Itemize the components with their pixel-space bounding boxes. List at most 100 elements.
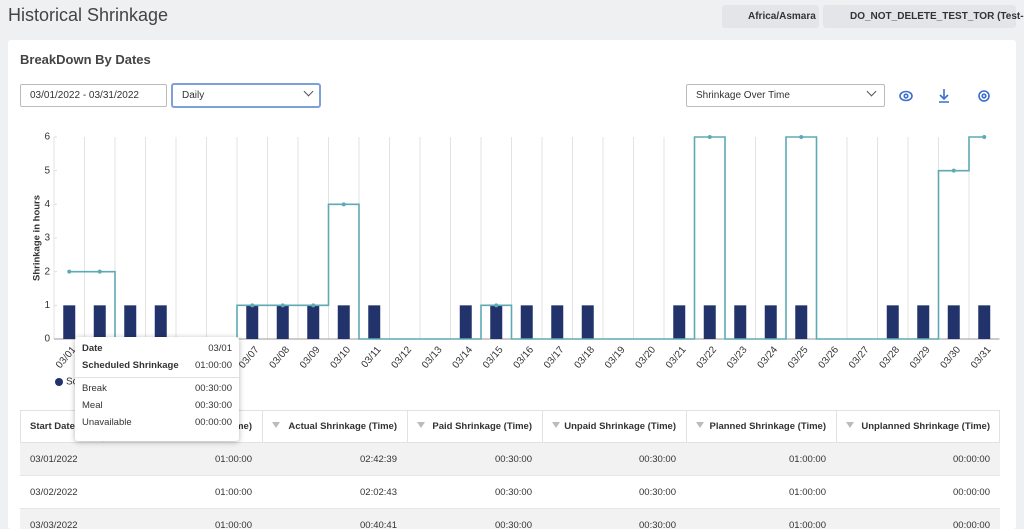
x-tick-label: 03/13	[420, 344, 445, 371]
bar	[368, 305, 381, 339]
bar	[63, 305, 76, 339]
table-cell: 03/01/2022	[30, 454, 78, 465]
legend-swatch	[55, 378, 63, 386]
column-header[interactable]: Paid Shrinkage (Time)	[432, 421, 532, 432]
table-cell: 00:30:00	[495, 487, 532, 498]
bar	[886, 305, 899, 339]
x-tick-label: 03/16	[512, 344, 537, 371]
x-tick-label: 03/23	[725, 344, 750, 371]
x-tick-label: 03/17	[542, 344, 567, 371]
line-marker	[982, 135, 987, 139]
view-select[interactable]: Shrinkage Over Time	[686, 84, 885, 107]
column-header[interactable]: Start Date	[30, 421, 75, 432]
date-range-input[interactable]: 03/01/2022 - 03/31/2022	[20, 84, 167, 107]
column-header[interactable]: Unpaid Shrinkage (Time)	[564, 421, 676, 432]
table-cell: 01:00:00	[789, 520, 826, 529]
table-cell: 01:00:00	[215, 454, 252, 465]
bar	[734, 305, 747, 339]
y-tick-label: 0	[44, 334, 50, 345]
y-tick-label: 6	[44, 132, 50, 143]
table-cell: 01:00:00	[215, 487, 252, 498]
bar	[459, 305, 472, 339]
table-cell: 00:00:00	[953, 520, 990, 529]
column-header[interactable]: Planned Shrinkage (Time)	[709, 421, 827, 432]
x-tick-label: 03/29	[908, 344, 933, 371]
table-cell: 00:40:41	[360, 520, 397, 529]
x-tick-label: 03/09	[298, 344, 323, 371]
table-cell: 00:30:00	[495, 520, 532, 529]
bar	[703, 305, 716, 339]
tooltip-value: 00:30:00	[195, 400, 232, 411]
tooltip-label: Break	[82, 383, 107, 394]
business-unit-button[interactable]: DO_NOT_DELETE_TEST_TOR (Test-BU)	[823, 5, 1024, 28]
column-header[interactable]: Actual Shrinkage (Time)	[288, 421, 397, 432]
tooltip-value: 03/01	[208, 343, 232, 354]
table-cell: 00:00:00	[953, 487, 990, 498]
line-marker	[311, 303, 316, 308]
bar	[764, 305, 777, 339]
bar	[673, 305, 686, 339]
x-tick-label: 03/22	[695, 344, 720, 371]
x-tick-label: 03/14	[451, 344, 476, 371]
line-marker	[97, 269, 102, 274]
bar	[947, 305, 960, 339]
toolbar-icons	[899, 89, 990, 103]
bar	[795, 305, 808, 339]
x-tick-label: 03/28	[878, 344, 903, 371]
y-tick-label: 1	[44, 300, 50, 311]
x-tick-label: 03/11	[360, 344, 384, 370]
table-cell: 00:30:00	[495, 454, 532, 465]
timezone-button[interactable]: Africa/Asmara	[722, 5, 819, 28]
interval-select[interactable]: Daily	[171, 83, 321, 108]
card-title: BreakDown By Dates	[20, 52, 151, 67]
table-cell: 03/03/2022	[30, 520, 78, 529]
y-tick-label: 3	[44, 233, 50, 244]
y-tick-label: 5	[44, 165, 50, 176]
table-cell: 02:42:39	[360, 454, 397, 465]
x-tick-label: 03/15	[481, 344, 506, 371]
table-cell: 00:30:00	[639, 520, 676, 529]
line-marker	[280, 303, 285, 308]
x-tick-label: 03/27	[847, 344, 872, 371]
x-tick-label: 03/26	[817, 344, 842, 371]
column-header[interactable]: Unplanned Shrinkage (Time)	[861, 421, 990, 432]
filter-icon	[417, 422, 425, 428]
bar	[551, 305, 564, 339]
x-tick-label: 03/19	[603, 344, 628, 371]
line-marker	[341, 202, 346, 207]
x-tick-label: 03/08	[268, 344, 293, 371]
bar	[246, 305, 259, 339]
line-marker	[250, 303, 255, 308]
table-cell: 03/02/2022	[30, 487, 78, 498]
line-marker	[799, 135, 804, 139]
filter-icon	[696, 422, 704, 428]
tooltip-value: 00:30:00	[195, 383, 232, 394]
tooltip-value: 01:00:00	[195, 360, 232, 371]
bar	[917, 305, 930, 339]
line-marker	[707, 135, 712, 139]
eye-icon[interactable]	[899, 90, 913, 102]
table-cell: 02:02:43	[360, 487, 397, 498]
filter-icon	[272, 422, 280, 428]
x-tick-label: 03/24	[756, 344, 781, 371]
tooltip-label: Date	[82, 343, 103, 354]
tooltip-value: 00:00:00	[195, 417, 232, 428]
x-tick-label: 03/25	[786, 344, 811, 371]
bar	[154, 305, 167, 339]
bar	[124, 305, 137, 339]
table-row	[20, 443, 1000, 476]
tooltip-separator	[75, 377, 239, 378]
x-tick-label: 03/31	[969, 344, 994, 371]
filter-icon	[846, 422, 854, 428]
table-cell: 00:00:00	[953, 454, 990, 465]
bar	[276, 305, 289, 339]
table-row	[20, 509, 1000, 529]
settings-icon[interactable]	[978, 90, 990, 102]
bar	[337, 305, 350, 339]
x-tick-label: 03/12	[390, 344, 415, 371]
bar	[307, 305, 320, 339]
download-icon[interactable]	[939, 89, 949, 103]
tooltip-label: Meal	[82, 400, 103, 411]
bar	[93, 305, 106, 339]
x-tick-label: 03/10	[329, 344, 354, 371]
